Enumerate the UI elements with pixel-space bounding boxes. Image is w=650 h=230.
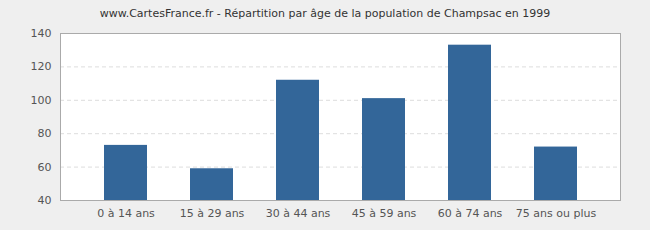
svg-text:45 à 59 ans: 45 à 59 ans <box>352 207 417 220</box>
html-text:www.CartesFrance.fr - Répartit: www.CartesFrance.fr - Répartition par âg… <box>99 7 551 20</box>
svg-text:0 à 14 ans: 0 à 14 ans <box>97 207 155 220</box>
svg-text:75 ans ou plus: 75 ans ou plus <box>516 207 597 220</box>
svg-text:15 à 29 ans: 15 à 29 ans <box>180 207 245 220</box>
svg-text:30 à 44 ans: 30 à 44 ans <box>266 207 331 220</box>
svg-text:140: 140 <box>31 27 52 40</box>
svg-text:40: 40 <box>38 194 52 207</box>
svg-text:60 à 74 ans: 60 à 74 ans <box>438 207 503 220</box>
svg-text:80: 80 <box>38 127 52 140</box>
svg-text:120: 120 <box>31 60 52 73</box>
svg-text:100: 100 <box>31 94 52 107</box>
svg-text:60: 60 <box>38 161 52 174</box>
